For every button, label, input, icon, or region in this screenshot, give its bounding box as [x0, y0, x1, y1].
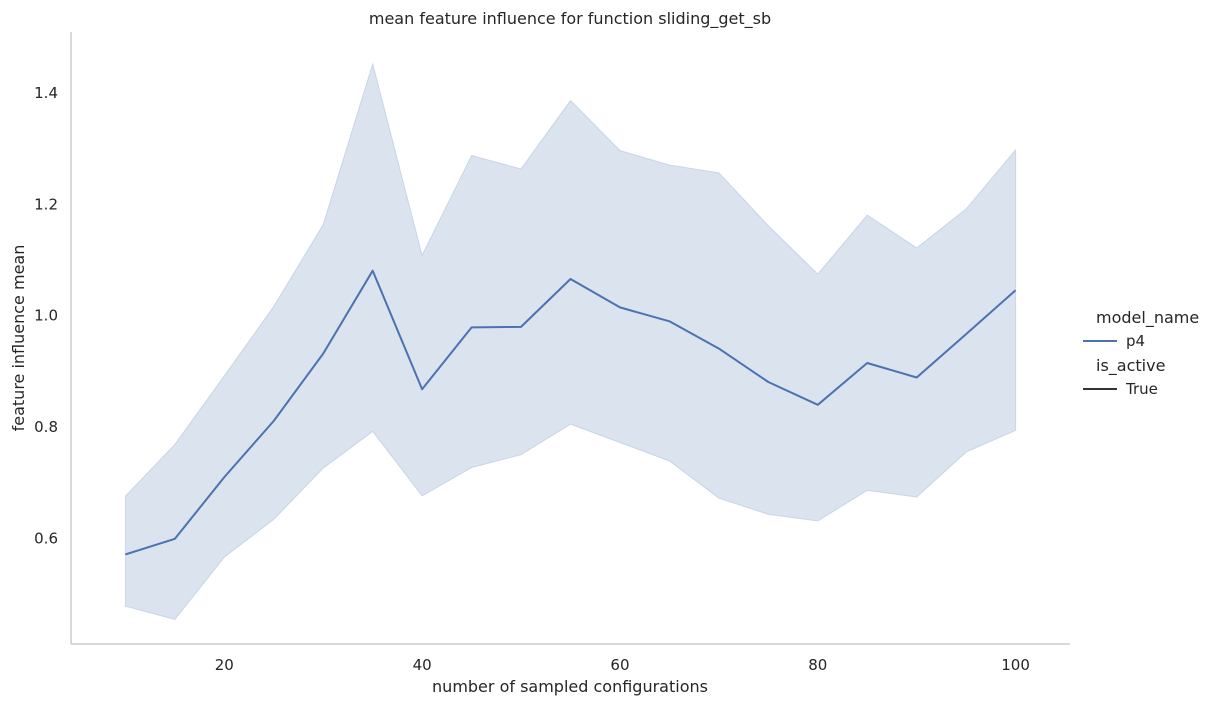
legend: model_name p4 is_active True — [1083, 308, 1199, 398]
y-tick-label: 1.4 — [34, 84, 58, 102]
x-axis-label: number of sampled configurations — [432, 677, 708, 696]
legend-hue-title: model_name — [1096, 308, 1199, 328]
y-tick-label: 1.2 — [34, 195, 58, 213]
legend-entry-true: True — [1125, 380, 1158, 398]
x-tick-label: 80 — [808, 656, 827, 674]
plot-area — [124, 61, 1017, 621]
chart-title: mean feature influence for function slid… — [369, 9, 771, 29]
y-tick-label: 1.0 — [34, 307, 58, 325]
x-tick-label: 100 — [1001, 656, 1030, 674]
x-tick-labels: 20 40 60 80 100 — [215, 656, 1030, 674]
y-tick-labels: 0.6 0.8 1.0 1.2 1.4 — [34, 84, 58, 547]
y-tick-label: 0.8 — [34, 418, 58, 436]
legend-entry-p4: p4 — [1126, 332, 1145, 350]
y-tick-label: 0.6 — [34, 529, 58, 547]
series-line-p4 — [125, 269, 1017, 556]
x-tick-label: 60 — [610, 656, 629, 674]
confidence-band — [124, 61, 1017, 621]
y-axis-label: feature influence mean — [9, 245, 28, 432]
legend-style-title: is_active — [1096, 356, 1165, 376]
x-tick-label: 20 — [215, 656, 234, 674]
x-tick-label: 40 — [413, 656, 432, 674]
